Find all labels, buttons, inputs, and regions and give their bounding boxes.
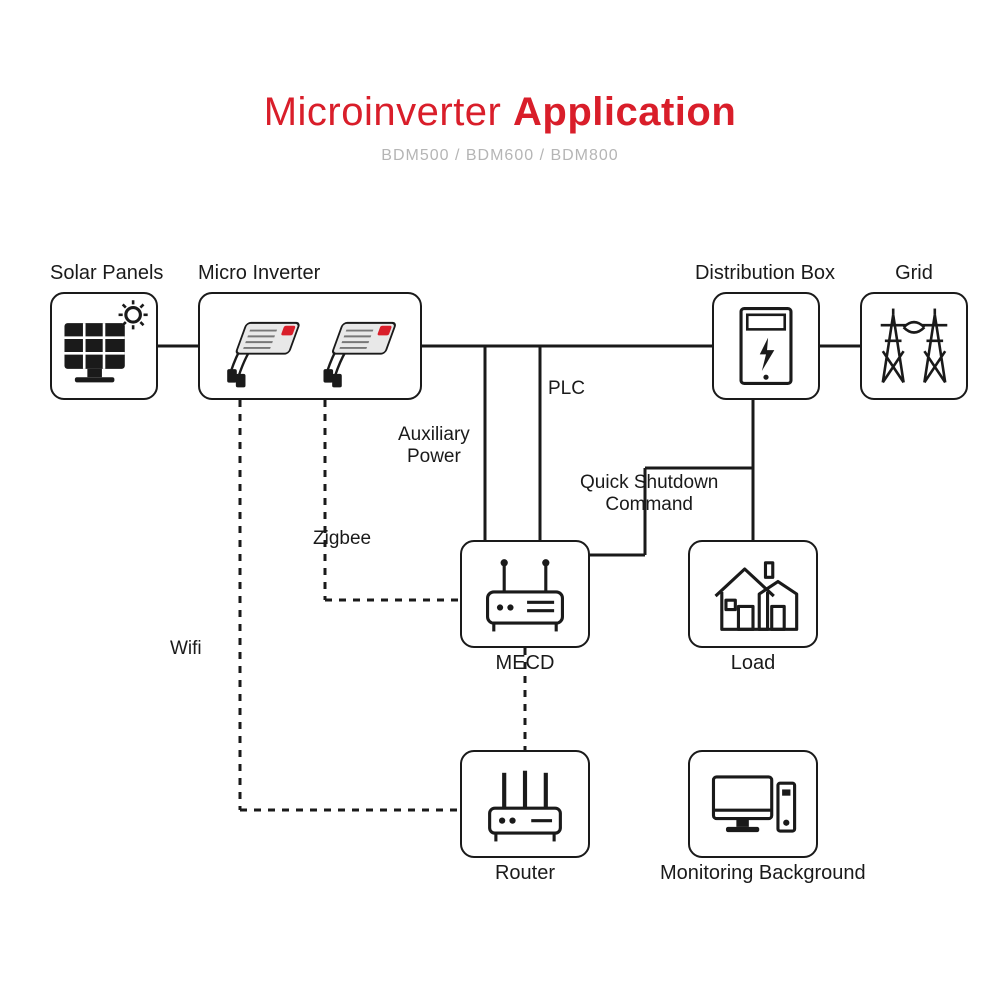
edge-label-aux: AuxiliaryPower: [398, 424, 470, 468]
router-icon: [462, 752, 588, 856]
node-distribution-box: [712, 292, 820, 400]
node-monitoring: [688, 750, 818, 858]
node-grid: [860, 292, 968, 400]
micro-inverter-icon: [200, 294, 420, 398]
label-distribution-box: Distribution Box: [690, 262, 840, 285]
node-micro-inverter: [198, 292, 422, 400]
label-router: Router: [460, 862, 590, 885]
edge-label-plc: PLC: [548, 378, 585, 400]
grid-icon: [862, 294, 966, 398]
load-house-icon: [690, 542, 816, 646]
solar-panel-icon: [52, 294, 156, 398]
node-solar-panels: [50, 292, 158, 400]
edge-label-qsc: Quick ShutdownCommand: [580, 472, 718, 516]
label-micro-inverter: Micro Inverter: [198, 262, 320, 285]
monitor-icon: [690, 752, 816, 856]
distribution-box-icon: [714, 294, 818, 398]
node-load: [688, 540, 818, 648]
edge-label-zigbee: Zigbee: [313, 528, 371, 550]
label-monitoring: Monitoring Background: [660, 862, 846, 885]
label-load: Load: [688, 652, 818, 675]
label-grid: Grid: [860, 262, 968, 285]
edge-label-wifi: Wifi: [170, 638, 202, 660]
mecd-icon: [462, 542, 588, 646]
label-mecd: MECD: [460, 652, 590, 675]
label-solar-panels: Solar Panels: [50, 262, 158, 285]
node-mecd: [460, 540, 590, 648]
node-router: [460, 750, 590, 858]
